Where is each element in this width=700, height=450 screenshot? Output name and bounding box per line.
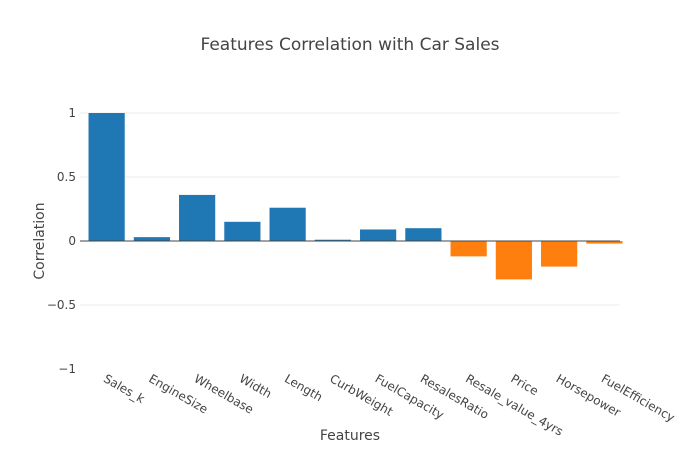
x-tick-label: Sales_k [101,371,147,406]
bar-length [269,207,306,241]
bar-fuelefficiency [586,241,623,244]
bar-wheelbase [179,194,216,241]
y-tick-label: 0 [68,234,76,248]
bars-group [88,113,623,280]
bar-horsepower [541,241,578,267]
y-tick-label: 0.5 [57,170,76,184]
x-tick-label: Price [508,371,540,398]
bar-resale-value-4yrs [450,241,487,257]
bar-price [495,241,532,280]
bar-width [224,221,261,241]
y-tick-label: −0.5 [47,298,76,312]
x-axis-title: Features [320,428,380,444]
x-tick-label: Length [282,371,325,404]
y-tick-labels: 1 0.5 0 −0.5 −1 [47,106,76,376]
bar-sales-k [88,113,125,241]
bar-resalesratio [405,228,442,241]
bar-enginesize [133,237,170,241]
chart-title: Features Correlation with Car Sales [200,35,499,55]
y-tick-label: 1 [68,106,76,120]
bar-fuelcapacity [360,229,397,241]
x-tick-label: FuelEfficiency [599,371,677,424]
grid-lines [80,112,620,306]
bar-curbweight [314,239,351,242]
y-tick-label: −1 [58,362,76,376]
y-axis-title: Correlation [32,202,48,279]
